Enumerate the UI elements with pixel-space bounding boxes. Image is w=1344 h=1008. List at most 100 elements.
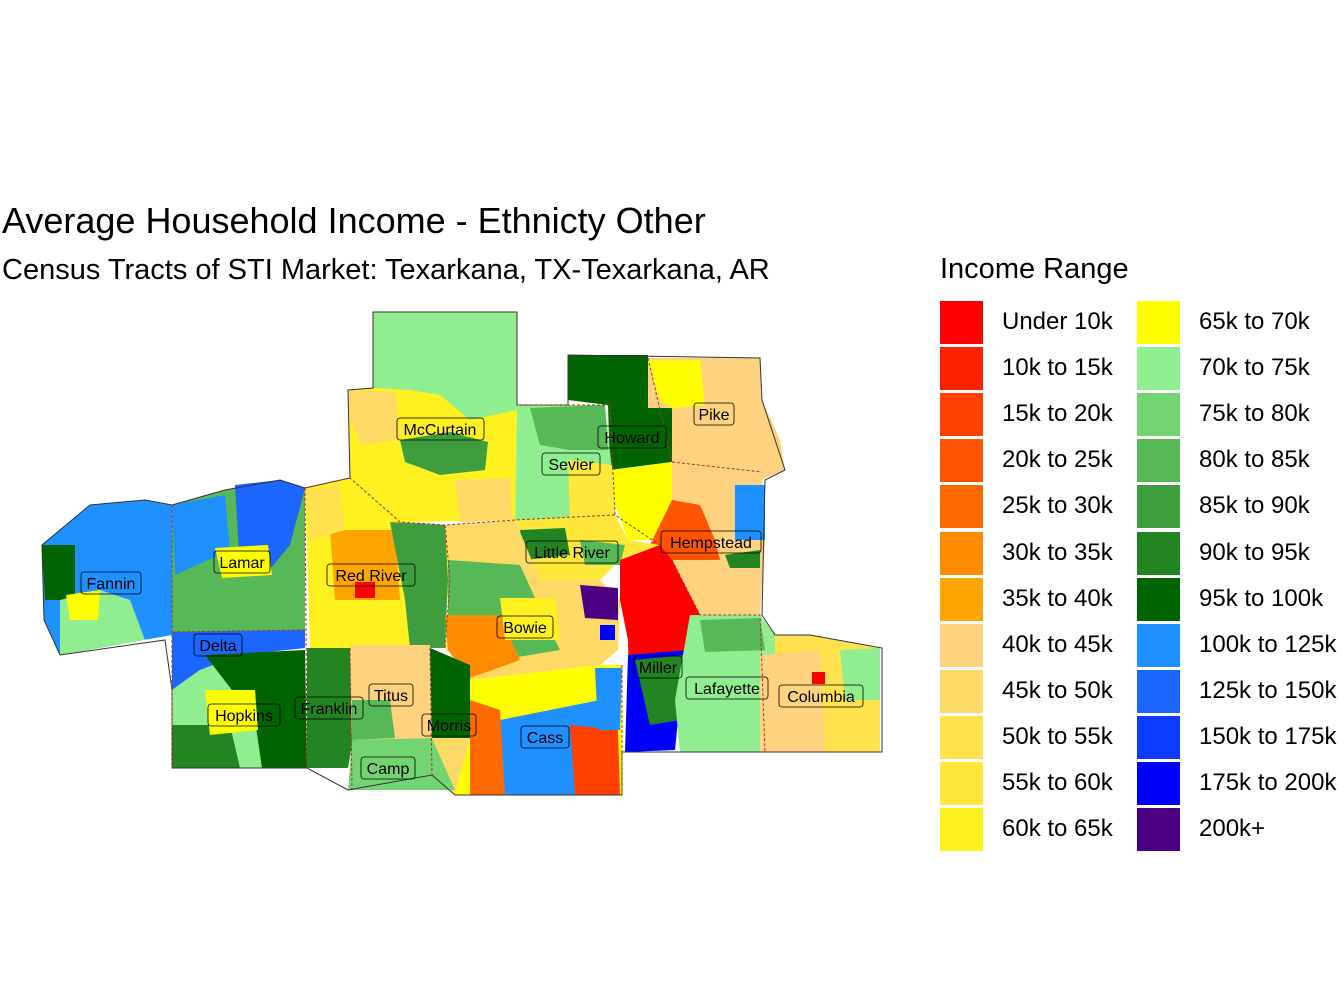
legend-item: 50k to 55k bbox=[940, 715, 1150, 761]
county-delta bbox=[172, 630, 305, 690]
county-hempstead bbox=[650, 460, 765, 615]
legend-swatch bbox=[1137, 762, 1180, 805]
legend-label: 10k to 15k bbox=[1002, 354, 1113, 382]
legend-item: 70k to 75k bbox=[1137, 346, 1344, 392]
legend-swatch bbox=[940, 347, 983, 391]
county-label: McCurtain bbox=[396, 417, 485, 441]
county-mccurtain bbox=[348, 312, 517, 522]
legend-item: Under 10k bbox=[940, 300, 1150, 346]
legend-label: 200k+ bbox=[1199, 815, 1266, 843]
legend-swatch bbox=[1137, 347, 1180, 391]
svg-text:Franklin: Franklin bbox=[301, 701, 358, 718]
county-label: Fannin bbox=[80, 571, 142, 595]
legend-label: 40k to 45k bbox=[1002, 630, 1113, 658]
legend-item: 200k+ bbox=[1137, 807, 1344, 853]
legend-label: 90k to 95k bbox=[1199, 538, 1310, 566]
legend-label: 20k to 25k bbox=[1002, 446, 1113, 474]
county-label: Sevier bbox=[541, 452, 601, 476]
legend-swatch bbox=[940, 485, 983, 529]
county-columbia bbox=[760, 635, 880, 752]
county-label: Lamar bbox=[213, 550, 271, 574]
legend-item: 95k to 100k bbox=[1137, 577, 1344, 623]
legend-label: 30k to 35k bbox=[1002, 538, 1113, 566]
map-subtitle: Census Tracts of STI Market: Texarkana, … bbox=[2, 254, 770, 286]
county-label: Hopkins bbox=[207, 703, 281, 727]
svg-text:Lafayette: Lafayette bbox=[694, 681, 760, 698]
map-boundaries bbox=[41, 311, 883, 796]
county-fannin bbox=[42, 500, 172, 655]
legend-label: 50k to 55k bbox=[1002, 722, 1113, 750]
legend-swatch bbox=[940, 715, 983, 759]
legend-item: 125k to 150k bbox=[1137, 669, 1344, 715]
county-lafayette bbox=[675, 615, 775, 752]
legend-label: 95k to 100k bbox=[1199, 584, 1324, 612]
legend-item: 35k to 40k bbox=[940, 577, 1150, 623]
legend-label: 65k to 70k bbox=[1199, 308, 1310, 335]
legend-label: 175k to 200k bbox=[1199, 769, 1337, 796]
county-label: Lafayette bbox=[685, 676, 769, 700]
legend-swatch bbox=[940, 577, 983, 621]
county-franklin bbox=[307, 648, 352, 768]
legend-swatch bbox=[1137, 623, 1180, 667]
legend-swatch bbox=[1137, 531, 1180, 575]
svg-text:Camp: Camp bbox=[367, 761, 410, 778]
legend-swatch bbox=[940, 531, 983, 575]
county-label: Howard bbox=[597, 425, 667, 449]
county-label: Bowie bbox=[496, 615, 554, 639]
legend-item: 20k to 25k bbox=[940, 438, 1150, 484]
county-hopkins bbox=[172, 650, 307, 768]
legend-item: 150k to 175k bbox=[1137, 715, 1344, 761]
legend-item: 45k to 50k bbox=[940, 669, 1150, 715]
county-label: Cass bbox=[520, 725, 570, 749]
legend-label: 85k to 90k bbox=[1199, 492, 1310, 520]
county-label: Red River bbox=[326, 563, 416, 587]
legend-swatch bbox=[1137, 669, 1180, 713]
county-camp bbox=[348, 738, 455, 790]
legend-item: 10k to 15k bbox=[940, 346, 1150, 392]
legend-swatch bbox=[940, 393, 983, 437]
legend: Under 10k 10k to 15k 15k to 20k 20k to 25k 2… bbox=[940, 300, 1344, 852]
county-label: Miller bbox=[633, 655, 683, 679]
legend-swatch bbox=[1137, 808, 1180, 852]
svg-text:Miller: Miller bbox=[639, 660, 678, 677]
svg-text:Morris: Morris bbox=[427, 718, 471, 735]
svg-text:Delta: Delta bbox=[199, 638, 236, 655]
legend-swatch bbox=[1137, 577, 1180, 621]
legend-swatch bbox=[1137, 439, 1180, 483]
legend-swatch bbox=[940, 669, 983, 713]
svg-text:Titus: Titus bbox=[374, 688, 408, 705]
legend-label: 35k to 40k bbox=[1002, 584, 1113, 612]
svg-text:Hopkins: Hopkins bbox=[215, 708, 273, 725]
county-label: Hempstead bbox=[660, 530, 762, 554]
legend-swatch bbox=[940, 439, 983, 483]
legend-title: Income Range bbox=[940, 253, 1129, 285]
county-label: Morris bbox=[421, 713, 477, 737]
legend-item: 25k to 30k bbox=[940, 484, 1150, 530]
svg-text:Lamar: Lamar bbox=[219, 555, 265, 572]
county-label: Franklin bbox=[294, 696, 364, 720]
svg-text:Pike: Pike bbox=[698, 407, 729, 424]
legend-item: 90k to 95k bbox=[1137, 531, 1344, 577]
legend-swatch bbox=[940, 808, 983, 852]
legend-swatch bbox=[1137, 301, 1180, 344]
svg-text:Columbia: Columbia bbox=[787, 689, 855, 706]
svg-text:Sevier: Sevier bbox=[548, 457, 594, 474]
legend-swatch bbox=[940, 301, 983, 344]
county-miller bbox=[620, 545, 700, 752]
legend-item: 100k to 125k bbox=[1137, 623, 1344, 669]
svg-text:Red River: Red River bbox=[335, 568, 407, 585]
legend-label: 55k to 60k bbox=[1002, 769, 1113, 796]
legend-label: 25k to 30k bbox=[1002, 492, 1113, 520]
legend-swatch bbox=[940, 762, 983, 805]
county-pike bbox=[648, 358, 785, 480]
county-label: Little River bbox=[525, 540, 619, 564]
svg-text:Howard: Howard bbox=[604, 430, 659, 447]
svg-text:Little River: Little River bbox=[534, 545, 610, 562]
legend-swatch bbox=[1137, 393, 1180, 437]
legend-label: 45k to 50k bbox=[1002, 676, 1113, 704]
county-howard bbox=[568, 355, 675, 540]
legend-swatch bbox=[940, 623, 983, 667]
legend-swatch bbox=[1137, 485, 1180, 529]
legend-label: Under 10k bbox=[1002, 308, 1113, 335]
county-label: Camp bbox=[360, 756, 416, 780]
